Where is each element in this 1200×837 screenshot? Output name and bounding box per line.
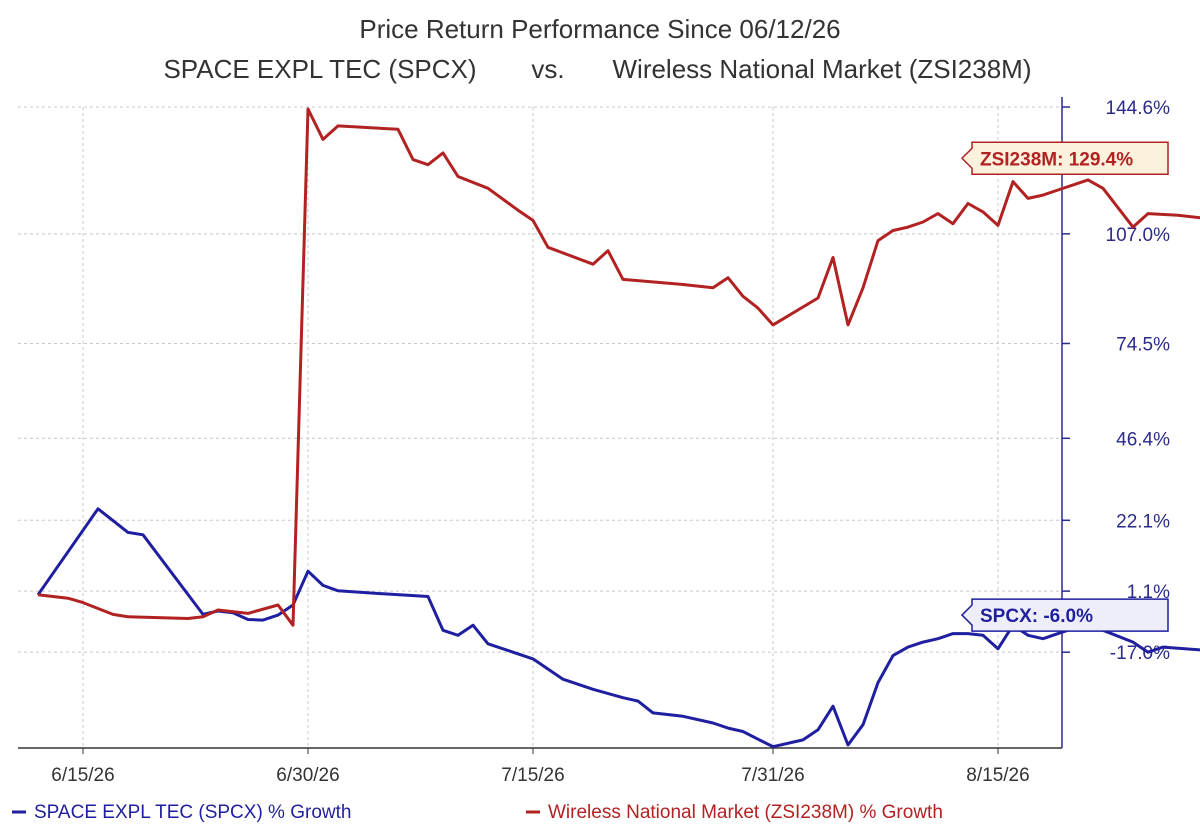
callout-layer: SPCX: -6.0% ZSI238M: 129.4% — [960, 141, 1169, 632]
y-tick-label: 46.4% — [1116, 429, 1170, 450]
callout-box-1 — [960, 141, 1169, 176]
series-layer — [36, 107, 1200, 749]
chart-subtitle-left: SPACE EXPL TEC (SPCX) — [163, 54, 476, 84]
series-line-1 — [37, 107, 1200, 627]
y-tick-label: 107.0% — [1106, 225, 1171, 246]
axis-layer: 144.6%107.0%74.5%46.4%22.1%1.1%-17.0%6/1… — [18, 97, 1171, 786]
chart-title: Price Return Performance Since 06/12/26 — [359, 14, 840, 44]
x-tick-label: 8/15/26 — [966, 765, 1029, 786]
x-tick-label: 7/15/26 — [501, 765, 564, 786]
x-tick-label: 6/30/26 — [276, 765, 339, 786]
legend: SPACE EXPL TEC (SPCX) % Growth Wireless N… — [12, 802, 943, 823]
y-tick-label: 74.5% — [1116, 334, 1170, 355]
series-line-0 — [36, 507, 1200, 749]
chart-subtitle-vs: vs. — [531, 54, 564, 84]
grid-layer — [18, 106, 1062, 748]
chart-subtitle-right: Wireless National Market (ZSI238M) — [613, 54, 1032, 84]
callout-label-0: SPCX: -6.0% — [980, 606, 1093, 627]
callout-box-0 — [960, 598, 1169, 632]
legend-label-0: SPACE EXPL TEC (SPCX) % Growth — [34, 802, 351, 823]
x-tick-label: 6/15/26 — [51, 765, 114, 786]
legend-label-1: Wireless National Market (ZSI238M) % Gro… — [548, 802, 943, 823]
x-tick-label: 7/31/26 — [741, 765, 804, 786]
y-tick-label: 22.1% — [1116, 511, 1170, 532]
callout-label-1: ZSI238M: 129.4% — [980, 149, 1133, 170]
y-tick-label: 1.1% — [1127, 582, 1170, 603]
y-tick-label: 144.6% — [1106, 98, 1171, 119]
